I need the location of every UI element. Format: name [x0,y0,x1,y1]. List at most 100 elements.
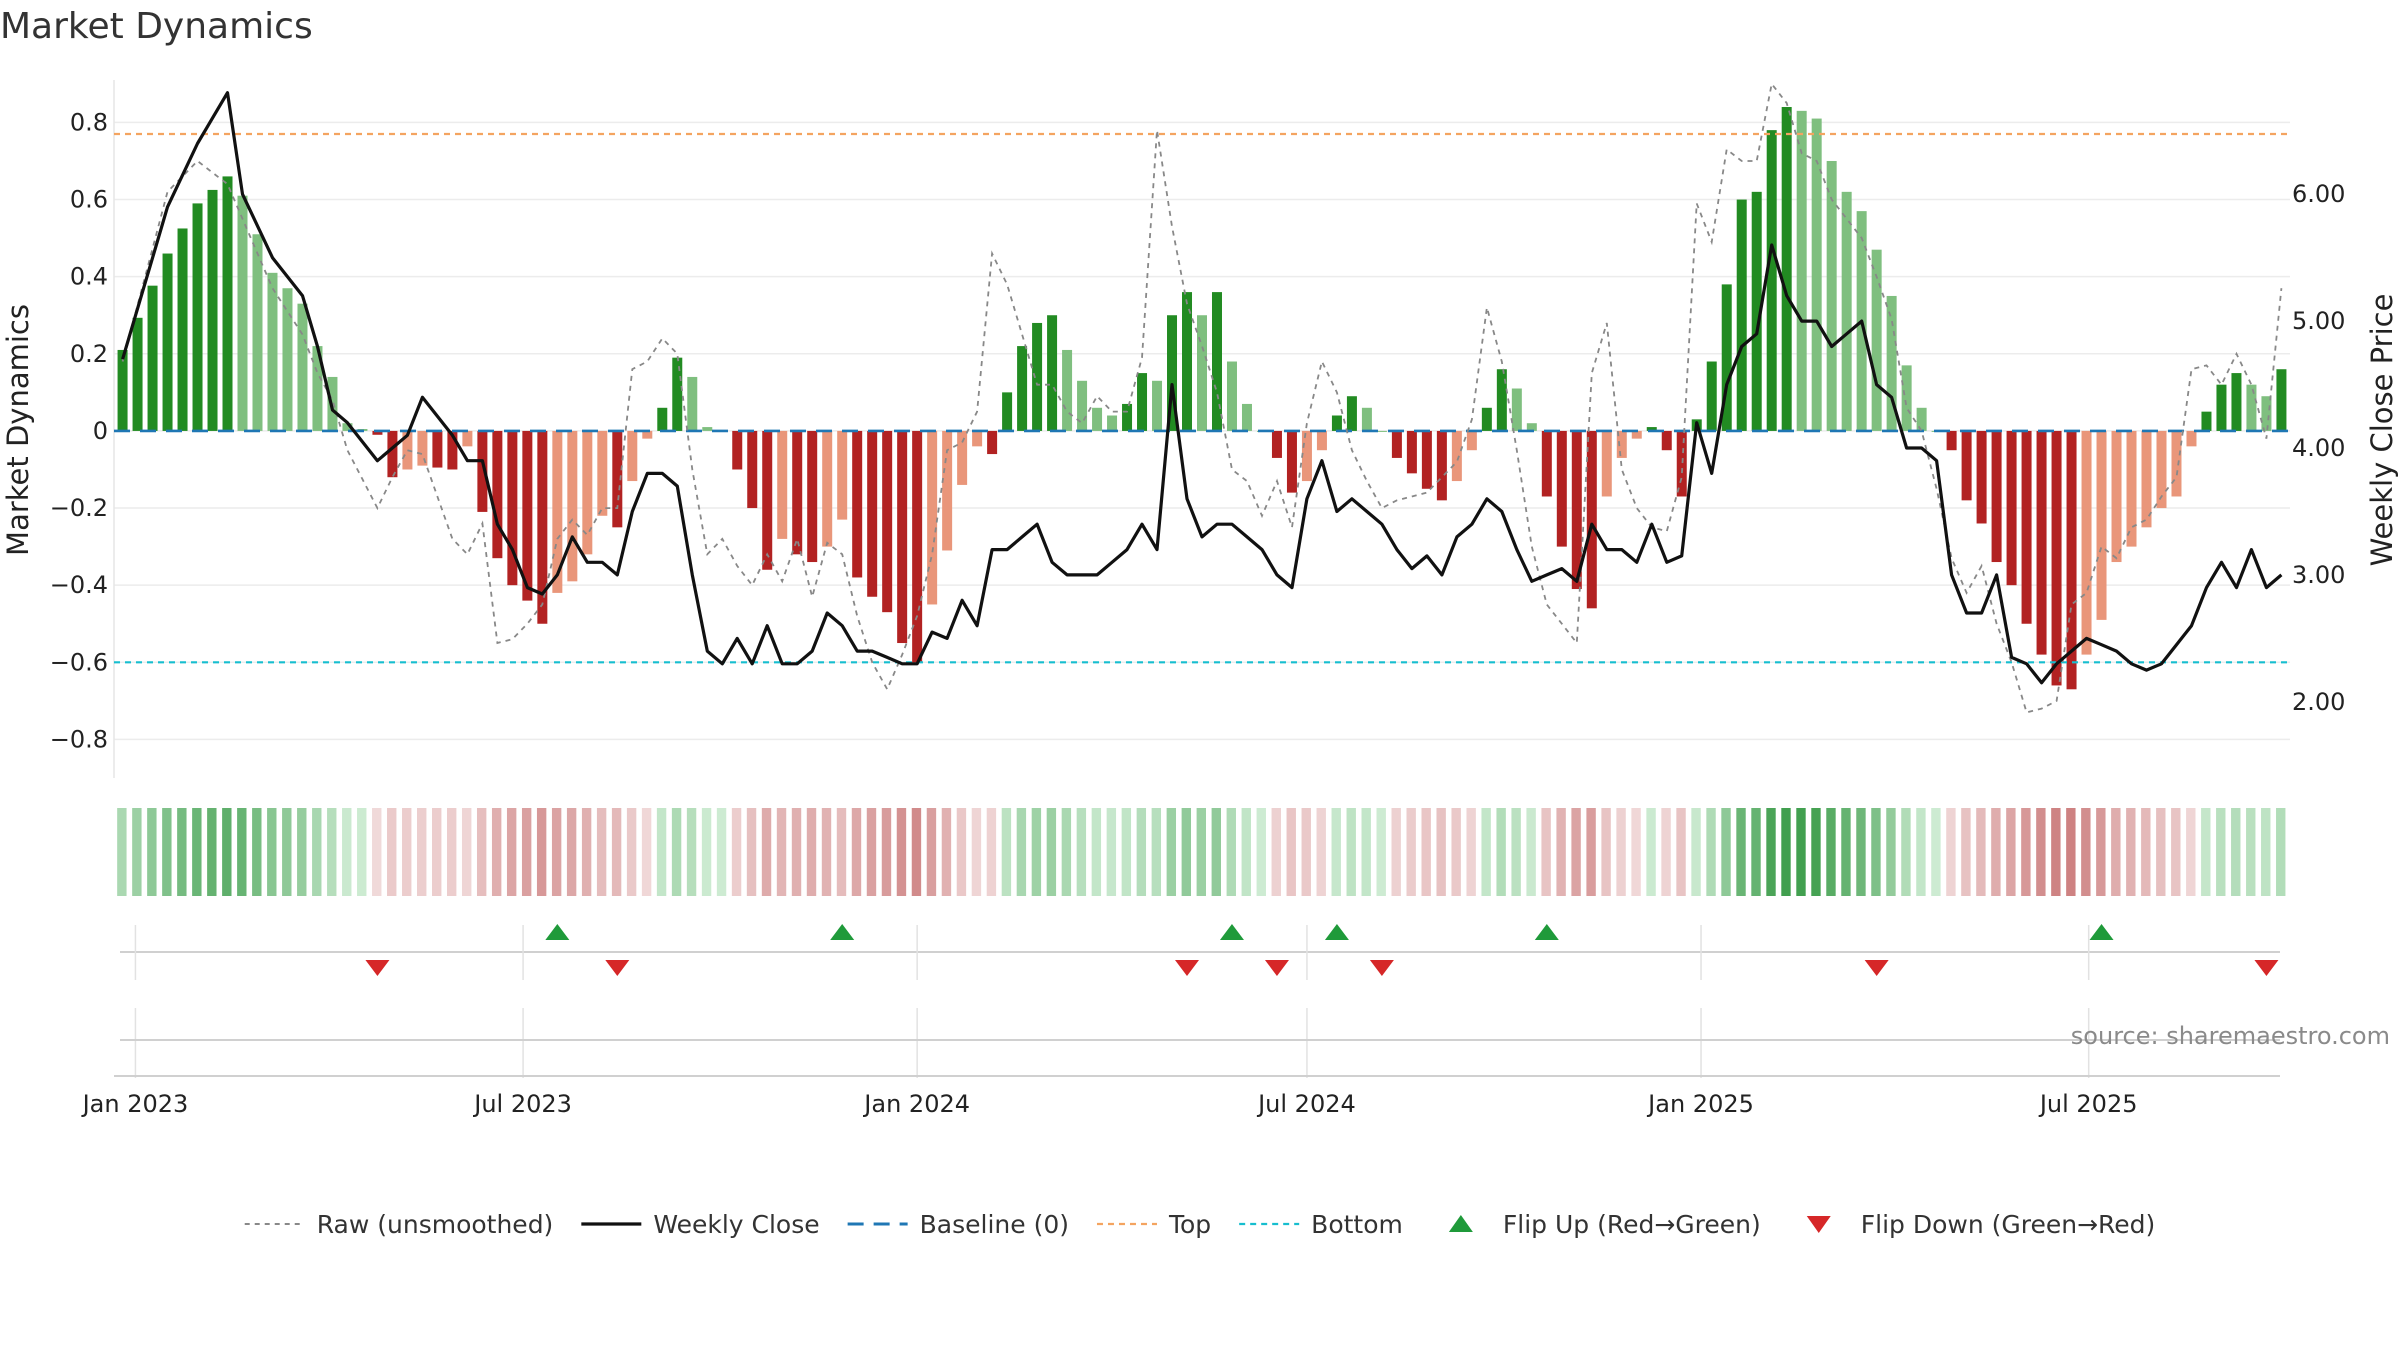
dynamics-bar [1871,249,1882,431]
y-tick-label: −0.4 [50,571,108,599]
ribbon-cell [1991,808,2001,896]
dynamics-bar [462,430,473,447]
ribbon-cell [1286,808,1296,896]
ribbon-cell [821,808,832,896]
dynamics-bar [177,228,188,431]
ribbon-cell [1631,808,1641,896]
dynamics-bar [1241,403,1252,431]
ribbon-cell [2156,808,2166,896]
ribbon-cell [701,808,712,896]
dynamics-bar [1092,407,1103,431]
dynamics-bar [1301,430,1312,482]
legend-label-close: Weekly Close [653,1210,819,1239]
legend-swatch-flip-down [1806,1216,1831,1233]
y2-axis-label: Weekly Close Price [2365,294,2399,567]
ribbon-cell [1121,808,1132,896]
dynamics-bar [2156,430,2167,509]
dynamics-bar [2171,430,2182,497]
ribbon-cell [1931,808,1941,896]
dynamics-bar [1571,430,1582,590]
dynamics-bar [747,430,758,509]
dynamics-bar [1751,191,1762,431]
ribbon-cell [2186,808,2196,896]
ribbon-cell [1616,808,1626,896]
ribbon-cell [327,808,337,896]
ribbon-cell [896,808,907,896]
dynamics-bar [1062,349,1073,431]
dynamics-bar [882,430,893,613]
y-tick-label: 0.6 [70,186,108,214]
ribbon-cell [641,808,652,896]
dynamics-bar [867,430,878,597]
ribbon-cell [551,808,562,896]
x-tick-label: Jan 2025 [1646,1090,1754,1118]
ribbon-cell [686,808,697,896]
flip-up-marker [1324,924,1349,940]
dynamics-bar [537,430,548,624]
ribbon-cell [162,808,172,896]
ribbon-cell [1901,808,1911,896]
dynamics-bar [597,430,608,516]
dynamics-bar [2111,430,2122,563]
dynamics-bar [1002,392,1013,431]
dynamics-bar [1466,430,1477,451]
dynamics-bar [1841,191,1852,431]
legend-label-flip_down: Flip Down (Green→Red) [1861,1210,2156,1239]
dynamics-bar [1451,430,1462,482]
flip-up-marker [2089,924,2114,940]
ribbon-cell [1136,808,1147,896]
source-label: source: sharemaestro.com [2071,1022,2390,1050]
dynamics-bar [297,303,308,431]
ribbon-cell [2231,808,2241,896]
ribbon-cell [297,808,307,896]
dynamics-bar [987,430,998,455]
ribbon-cell [1106,808,1117,896]
ribbon-cell [1226,808,1236,896]
ribbon-cell [1886,808,1896,896]
ribbon-cell [1346,808,1356,896]
bars-layer [117,106,2287,690]
ribbon-cell [1316,808,1326,896]
dynamics-bar [927,430,938,605]
ribbon-cell [746,808,757,896]
ribbon-cell [1841,808,1851,896]
ribbon-cell [2021,808,2031,896]
y-axis-label: Market Dynamics [1,304,35,556]
dynamics-bar [1796,110,1807,431]
y2-tick-label: 4.00 [2292,434,2345,462]
ribbon-cell [357,808,367,896]
x-tick-label: Jul 2023 [472,1090,572,1118]
x-tick-label: Jul 2025 [2038,1090,2138,1118]
dynamics-bar [507,430,518,586]
ribbon-cell [671,808,682,896]
flip-up-marker [1219,924,1244,940]
ribbon-cell [1211,808,1221,896]
ribbon-cell [626,808,637,896]
dynamics-bar [1766,130,1777,431]
ribbon-cell [177,808,187,896]
ribbon-cell [237,808,247,896]
ribbon-cell [566,808,577,896]
dynamics-bar [1077,380,1088,431]
dynamics-bar [897,430,908,644]
ribbon-cell [1586,808,1596,896]
y-tick-label: 0.4 [70,263,108,291]
dynamics-bar [627,430,638,482]
ribbon-cell [1691,808,1701,896]
ribbon-cell [1376,808,1386,896]
dynamics-bar [522,430,533,601]
dynamics-bar [1122,403,1133,431]
ribbon-cell [1091,808,1102,896]
dynamics-bar [162,253,173,431]
ribbon-cell [1601,808,1611,896]
dynamics-bar [1901,365,1912,431]
ribbon-cell [776,808,787,896]
dynamics-bar [732,430,743,470]
raw-series [121,81,2283,714]
dynamics-bar [1182,292,1193,431]
ribbon-cell [851,808,862,896]
ribbon-cell [581,808,592,896]
dynamics-bar [117,349,128,431]
ribbon-cell [1781,808,1791,896]
ribbon-cell [417,808,427,896]
